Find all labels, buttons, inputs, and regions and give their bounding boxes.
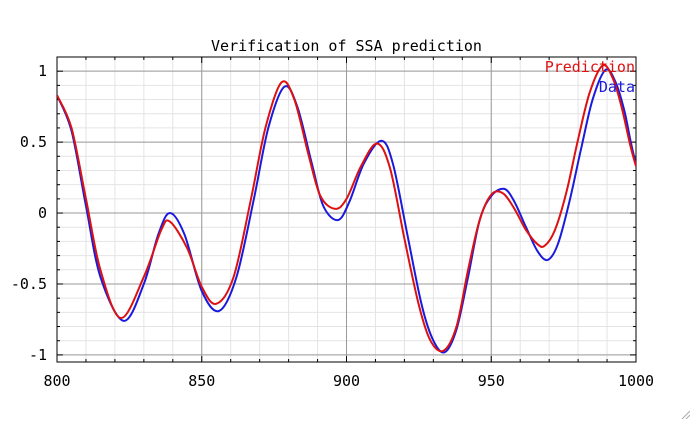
x-tick-label: 800 [43, 372, 70, 390]
series-line-data [57, 68, 636, 354]
chart-title: Verification of SSA prediction [211, 37, 482, 55]
y-tick-label: -1 [29, 346, 47, 364]
x-tick-label: 850 [188, 372, 215, 390]
x-tick-label: 1000 [618, 372, 654, 390]
axis-ticks: 800 850 900 950 1000 1 0.5 0 -0.5 -1 [11, 57, 654, 390]
x-tick-label: 950 [478, 372, 505, 390]
y-tick-label: 0 [38, 204, 47, 222]
y-tick-label: 1 [38, 62, 47, 80]
series-group [57, 64, 636, 354]
legend-entry-data: Data [599, 78, 635, 96]
legend-entry-prediction: Prediction [545, 58, 635, 76]
x-tick-label: 900 [333, 372, 360, 390]
series-line-prediction [57, 64, 636, 353]
resize-grip-icon[interactable] [680, 409, 690, 419]
legend: Prediction Data [545, 58, 635, 96]
y-tick-label: 0.5 [20, 133, 47, 151]
y-tick-label: -0.5 [11, 275, 47, 293]
